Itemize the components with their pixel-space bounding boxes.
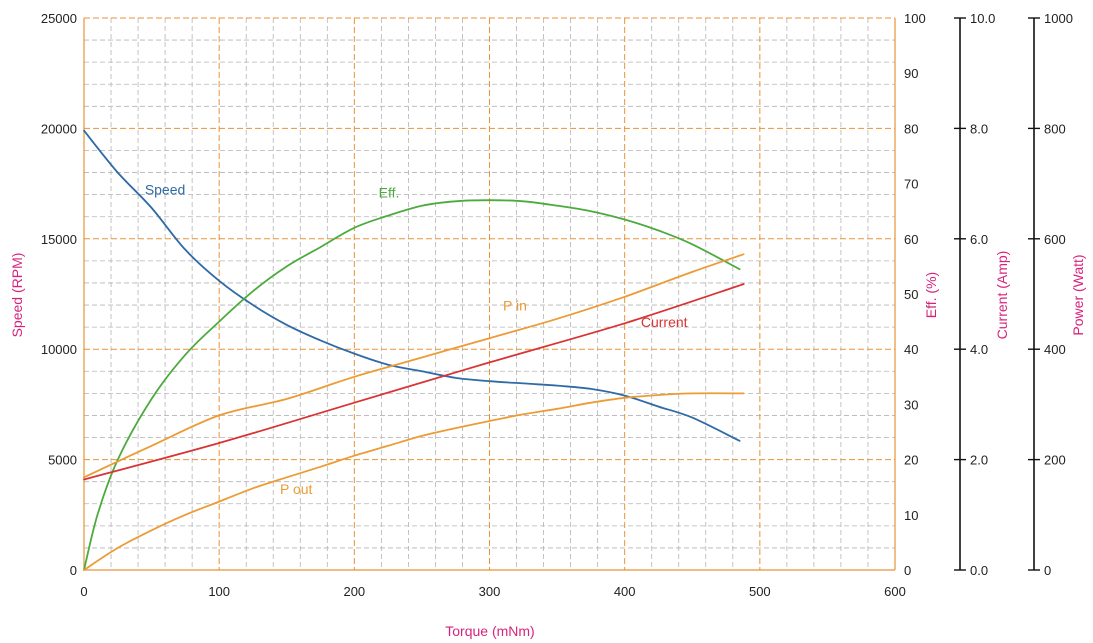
speed-tick-label: 15000 [41,232,77,247]
major-grid [84,17,896,570]
power-tick-label: 0 [1044,563,1051,578]
efficiency-tick-label: 40 [904,342,918,357]
speed-tick-label: 10000 [41,342,77,357]
x-tick-label: 500 [749,584,771,599]
current-tick-label: 4.0 [970,342,988,357]
x-tick-label: 100 [208,584,230,599]
p-out-curve [83,392,745,571]
power-tick-label: 600 [1044,232,1066,247]
speed-curve [83,129,741,442]
speed-tick-label: 5000 [48,453,77,468]
power-tick-label: 400 [1044,342,1066,357]
x-tick-label: 0 [80,584,87,599]
x-tick-label: 200 [343,584,365,599]
speed-tick-label: 25000 [41,11,77,26]
x-tick-label: 400 [614,584,636,599]
current-tick-label: 0.0 [970,563,988,578]
current-tick-label: 10.0 [970,11,995,26]
efficiency-tick-label: 100 [904,11,926,26]
power-tick-label: 200 [1044,453,1066,468]
x-tick-label: 600 [884,584,906,599]
current-tick-label: 6.0 [970,232,988,247]
efficiency-tick-label: 50 [904,287,918,302]
efficiency-axis-title: Eff. (%) [923,272,939,318]
series-labels: Speed Eff. P in Current P out [145,182,688,497]
speed-tick-label: 0 [70,563,77,578]
speed-axis-title: Speed (RPM) [9,253,25,338]
current-curve [83,283,745,481]
p-out-series-label: P out [280,481,313,497]
efficiency-tick-label: 70 [904,177,918,192]
axes: 0 100 200 300 400 500 600050001000015000200002… [41,11,1073,599]
current-tick-label: 2.0 [970,453,988,468]
current-series-label: Current [641,314,688,330]
x-axis-title: Torque (mNm) [445,623,534,639]
power-axis-title: Power (Watt) [1070,254,1086,335]
efficiency-tick-label: 10 [904,508,918,523]
efficiency-tick-label: 60 [904,232,918,247]
eff-curve [83,199,741,571]
speed-series-label: Speed [145,182,185,198]
eff-series-label: Eff. [379,184,400,200]
efficiency-tick-label: 0 [904,563,911,578]
power-tick-label: 800 [1044,121,1066,136]
x-tick-label: 300 [479,584,501,599]
p-in-series-label: P in [503,298,527,314]
speed-tick-label: 20000 [41,121,77,136]
efficiency-tick-label: 30 [904,397,918,412]
efficiency-tick-label: 90 [904,66,918,81]
efficiency-tick-label: 80 [904,121,918,136]
current-axis-title: Current (Amp) [994,251,1010,340]
power-tick-label: 1000 [1044,11,1073,26]
series-lines [83,129,745,571]
efficiency-tick-label: 20 [904,453,918,468]
p-in-curve [83,253,745,479]
current-tick-label: 8.0 [970,121,988,136]
